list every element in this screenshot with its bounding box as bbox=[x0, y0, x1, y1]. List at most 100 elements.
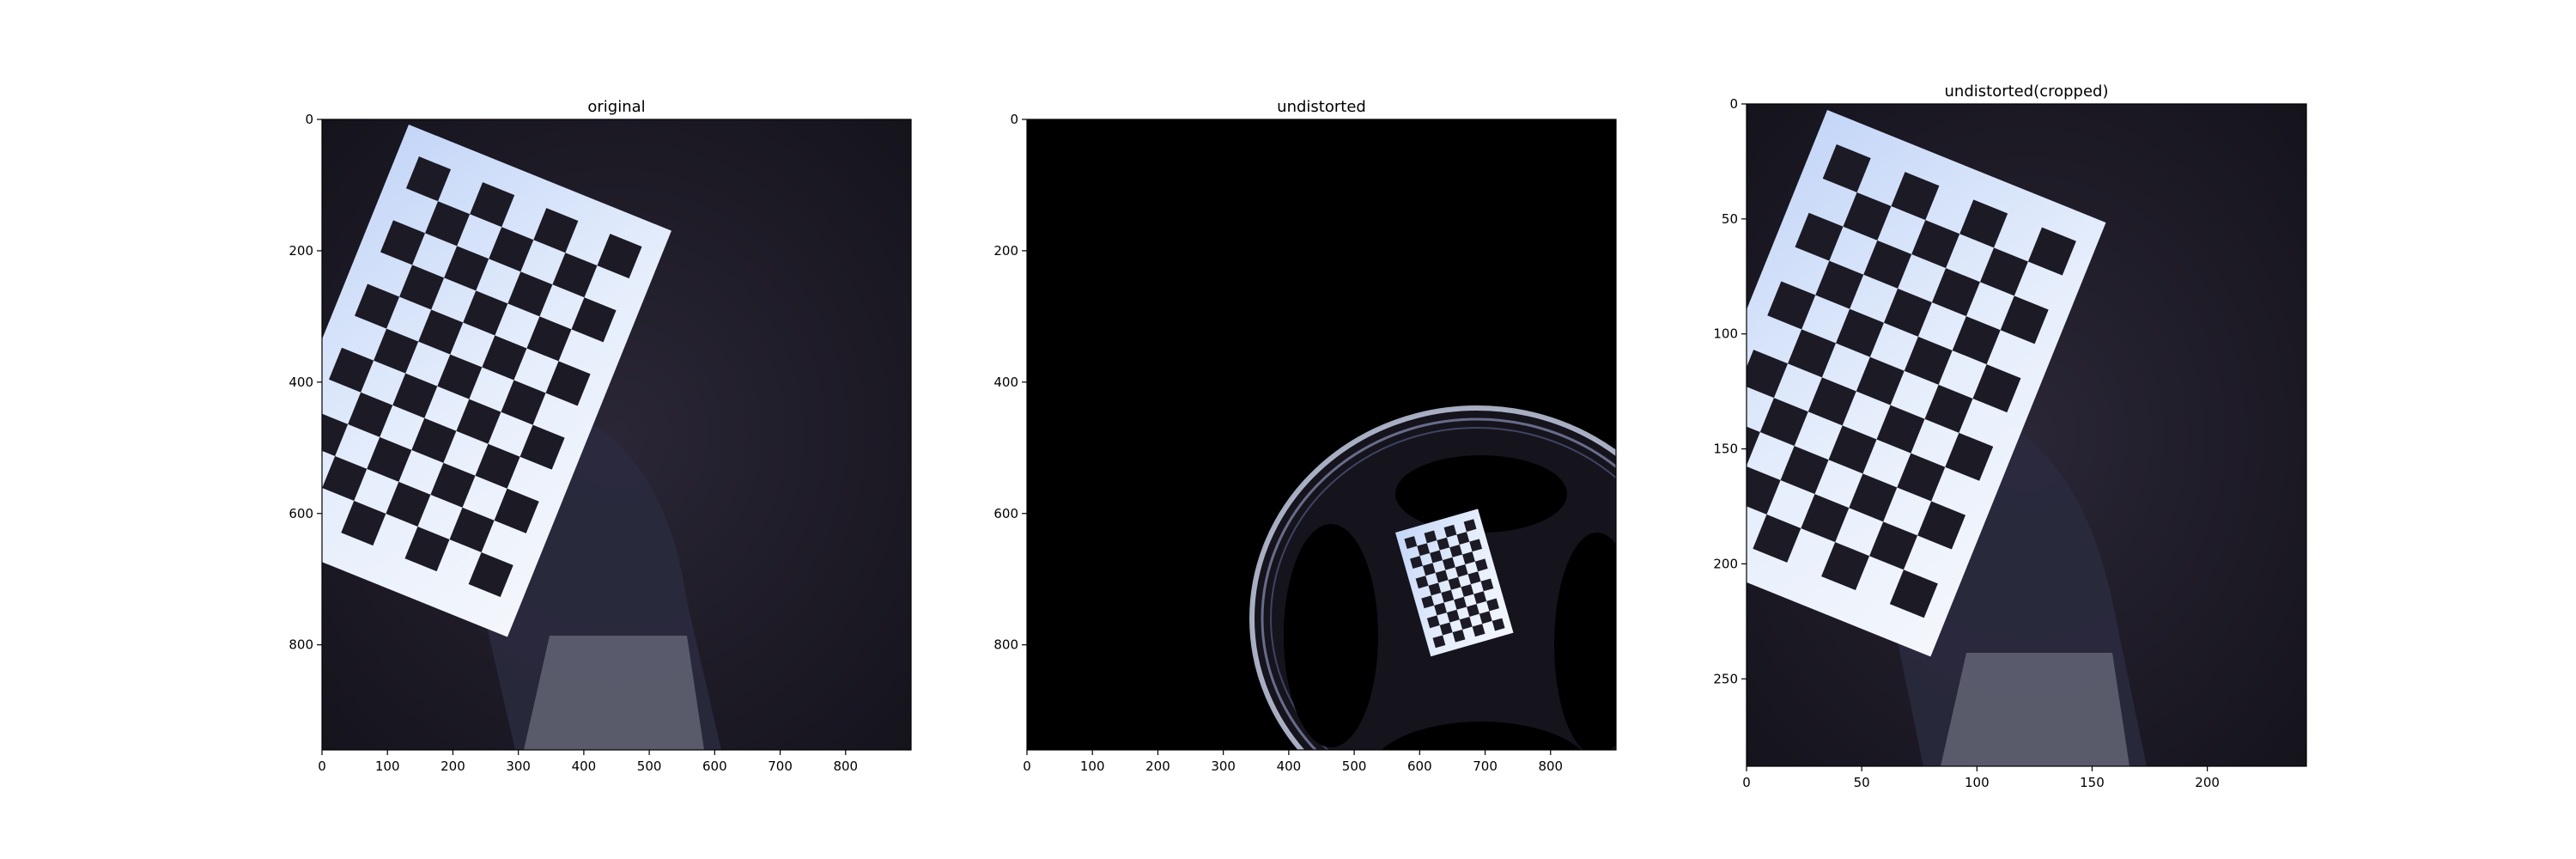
axes-frame bbox=[321, 119, 912, 751]
checkerboard-square bbox=[1467, 604, 1479, 617]
checkerboard-square bbox=[418, 309, 464, 355]
checkerboard-square bbox=[1945, 432, 1994, 481]
checkerboard-square bbox=[1924, 384, 1973, 433]
checkerboard-square bbox=[1780, 446, 1829, 495]
subplot-title-undistorted-cropped: undistorted(cropped) bbox=[1945, 82, 2109, 101]
y-tick-label: 200 bbox=[1713, 556, 1738, 571]
checkerboard-square bbox=[482, 335, 527, 381]
x-tick-label: 50 bbox=[1854, 775, 1870, 790]
x-tick-label: 200 bbox=[1145, 758, 1170, 774]
checkerboard-square bbox=[1492, 618, 1505, 631]
checkerboard-square bbox=[1747, 350, 1789, 399]
checkerboard-square bbox=[463, 290, 508, 336]
checkerboard-square bbox=[1788, 329, 1837, 378]
x-tick-label: 200 bbox=[2195, 775, 2220, 790]
checkerboard-square bbox=[399, 265, 445, 310]
checkerboard-square bbox=[449, 507, 495, 552]
checkerboard-square bbox=[1828, 425, 1877, 474]
checkerboard-square bbox=[597, 234, 642, 279]
checkerboard-square bbox=[1428, 582, 1442, 596]
image-undistorted bbox=[1027, 119, 1616, 750]
y-tick-label: 800 bbox=[289, 637, 313, 653]
checkerboard-square bbox=[1410, 556, 1423, 570]
y-tick-label: 800 bbox=[993, 637, 1018, 653]
checkerboard-square bbox=[1904, 336, 1953, 385]
y-tick-label: 0 bbox=[1729, 96, 1738, 112]
checkerboard-square bbox=[1474, 558, 1488, 572]
checkerboard-square bbox=[501, 380, 546, 425]
checkerboard-square bbox=[1417, 543, 1431, 557]
checkerboard-square bbox=[444, 246, 489, 291]
checkerboard-square bbox=[1434, 602, 1447, 616]
checkerboard-square bbox=[1446, 609, 1460, 623]
checkerboard-square bbox=[1421, 595, 1435, 609]
checkerboard-square bbox=[322, 455, 368, 502]
checkerboard-square bbox=[494, 488, 539, 533]
checkerboard-square bbox=[519, 424, 565, 470]
checkerboard-square bbox=[1759, 398, 1808, 447]
checkerboard-square bbox=[1815, 260, 1864, 309]
checkerboard-square bbox=[1448, 576, 1461, 590]
checkerboard-square bbox=[1404, 536, 1418, 549]
x-tick-label: 100 bbox=[1965, 775, 1990, 790]
checkerboard-square bbox=[1801, 494, 1850, 543]
checkerboard-square bbox=[1821, 542, 1870, 591]
checkerboard-square bbox=[1479, 611, 1492, 624]
y-tick-label: 0 bbox=[1010, 112, 1018, 127]
checkerboard-square bbox=[1891, 172, 1940, 221]
checkerboard-square bbox=[1753, 514, 1801, 563]
image-original bbox=[322, 119, 911, 750]
checkerboard-square bbox=[1959, 199, 2008, 248]
checkerboard-square bbox=[430, 462, 476, 508]
checkerboard-square bbox=[1415, 576, 1429, 589]
x-tick-label: 800 bbox=[1538, 758, 1563, 774]
checkerboard-square bbox=[2000, 295, 2049, 344]
x-tick-label: 500 bbox=[637, 758, 662, 774]
y-tick-label: 200 bbox=[289, 243, 313, 259]
y-tick-label: 400 bbox=[289, 375, 313, 390]
checkerboard-square bbox=[1767, 281, 1816, 330]
y-tick-label: 600 bbox=[993, 506, 1018, 521]
checkerboard-square bbox=[1486, 598, 1499, 612]
checkerboard-square bbox=[380, 220, 426, 265]
checkerboard-square bbox=[1480, 578, 1494, 592]
y-tick-label: 400 bbox=[993, 375, 1018, 390]
checkerboard-square bbox=[1863, 240, 1912, 289]
axis-ticks: 0 50 100 150 200 0 50 100 150 200 250 bbox=[1713, 96, 2220, 790]
checkerboard-square bbox=[1441, 589, 1455, 603]
checkerboard-square bbox=[1843, 192, 1892, 241]
checkerboard-square bbox=[1807, 377, 1856, 426]
checkerboard-square bbox=[533, 208, 579, 253]
x-tick-label: 600 bbox=[702, 758, 727, 774]
checkerboard-square bbox=[1439, 622, 1453, 636]
checkerboard-square bbox=[1979, 247, 2028, 296]
checkerboard-square bbox=[1467, 571, 1481, 585]
checkerboard-square bbox=[1473, 591, 1487, 605]
checkerboard-square bbox=[1454, 596, 1467, 610]
x-tick-label: 0 bbox=[1742, 775, 1751, 790]
checkerboard-square bbox=[437, 354, 483, 399]
checkerboard-square bbox=[1883, 288, 1932, 337]
x-tick-label: 700 bbox=[1473, 758, 1498, 774]
checkerboard-square bbox=[1430, 550, 1443, 564]
checkerboard-square bbox=[1462, 551, 1475, 565]
checkerboard-square bbox=[1463, 519, 1477, 533]
x-tick-label: 800 bbox=[833, 758, 858, 774]
checkerboard-square bbox=[1972, 364, 2021, 413]
x-tick-label: 150 bbox=[2080, 775, 2105, 790]
checkerboard-square bbox=[1442, 557, 1455, 570]
checkerboard-square bbox=[322, 411, 349, 456]
checkerboard-square bbox=[1931, 268, 1980, 317]
subplot-undistorted-cropped: undistorted(cropped) 0 50 100 150 200 0 50 100 1… bbox=[1713, 82, 2307, 790]
checkerboard-square bbox=[552, 253, 598, 298]
checkerboard-square bbox=[1472, 624, 1485, 637]
checkerboard-square bbox=[425, 201, 471, 247]
checkerboard-square bbox=[411, 417, 457, 463]
checkerboard-square bbox=[526, 316, 572, 362]
checkerboard-square bbox=[1424, 530, 1437, 544]
checkerboard-square bbox=[1469, 539, 1483, 552]
subplot-title-original: original bbox=[587, 98, 645, 116]
checkerboard-square bbox=[468, 551, 513, 598]
checkerboard-square bbox=[475, 443, 520, 489]
checkerboard-square bbox=[1426, 615, 1440, 629]
